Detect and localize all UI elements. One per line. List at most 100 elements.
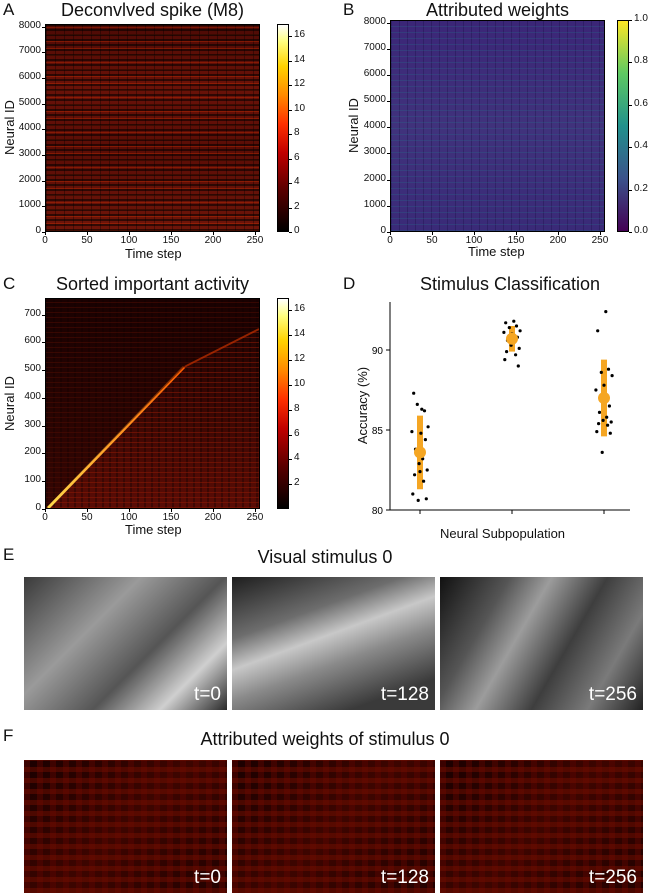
chart-a-ytick-label: 0 — [35, 225, 41, 236]
chart-d-plot: 808590Non-ImportantImportantFull — [372, 302, 630, 515]
chart-a-cbar-tick-label: 4 — [294, 176, 300, 188]
chart-c-xtick-label: 200 — [204, 512, 222, 523]
section-f-title: Attributed weights of stimulus 0 — [200, 729, 450, 749]
chart-b-ytick-label: 6000 — [363, 67, 386, 79]
chart-c-ytick-label: 300 — [24, 418, 41, 430]
chart-b-cbar-tick-label: 0.6 — [634, 97, 648, 109]
chart-c-ytick-label: 500 — [24, 363, 41, 375]
chart-b-xtick-mark — [557, 232, 559, 235]
chart-c-ytick-mark — [42, 425, 45, 427]
chart-c-cbar-tick-mark — [289, 484, 292, 486]
chart-b-cbar-tick-label: 1.0 — [634, 13, 648, 24]
chart-d-point — [411, 492, 415, 496]
chart-b-cbar-tick-mark — [629, 62, 632, 64]
chart-a-cbar-tick-mark — [289, 134, 292, 136]
chart-b-ytick-label: 2000 — [363, 172, 386, 184]
chart-b-xtick-label: 250 — [591, 235, 609, 246]
chart-c-xtick-label: 100 — [120, 512, 138, 523]
frame-label-t256: t=256 — [588, 684, 637, 705]
chart-a-cbar-tick-mark — [289, 158, 292, 160]
chart-c-title: Sorted important activity — [55, 274, 250, 294]
chart-c-xtick-label: 50 — [81, 512, 93, 523]
chart-a-xtick-mark — [86, 232, 88, 235]
chart-d-point — [516, 364, 520, 368]
chart-d-ytick-label: 80 — [372, 506, 384, 515]
chart-d-point — [609, 420, 613, 424]
chart-d-point — [599, 370, 603, 374]
chart-a-ytick-mark — [42, 77, 45, 79]
chart-c-cbar-tick-label: 2 — [294, 477, 300, 489]
chart-a-cbar-tick-label: 16 — [294, 29, 306, 41]
chart-d-point — [418, 470, 422, 474]
chart-d-xlabel: Neural Subpopulation — [440, 526, 566, 541]
chart-a-cbar-tick-label: 12 — [294, 78, 306, 90]
chart-d-point — [419, 431, 423, 435]
chart-d-point — [610, 374, 614, 378]
chart-a-ytick-label: 3000 — [18, 147, 41, 159]
chart-a-ytick-mark — [42, 129, 45, 131]
chart-a-ytick-mark — [42, 52, 45, 54]
chart-d-point — [517, 346, 521, 350]
chart-a-cbar-tick-mark — [289, 60, 292, 62]
chart-c-ytick-mark — [42, 481, 45, 483]
chart-b-xtick-label: 0 — [387, 235, 393, 246]
chart-a-xtick-label: 150 — [162, 235, 180, 246]
chart-a-xtick-label: 100 — [120, 235, 138, 246]
chart-b-xtick-mark — [390, 232, 391, 235]
chart-b-colorbar — [617, 20, 629, 232]
chart-d-point — [594, 388, 598, 392]
panel-letter-f: F — [3, 726, 14, 745]
chart-a-ytick-label: 5000 — [18, 96, 41, 108]
chart-d-point — [602, 383, 606, 387]
chart-d-point — [424, 497, 428, 501]
chart-c-xlabel: Time step — [125, 522, 182, 537]
chart-d-point — [606, 367, 611, 371]
chart-b-cbar-tick-mark — [629, 20, 632, 21]
chart-b-ytick-label: 1000 — [363, 198, 386, 210]
chart-a-ylabel: Neural ID — [1, 100, 17, 155]
chart-d-point — [410, 430, 414, 434]
chart-c-xtick-label: 150 — [162, 512, 180, 523]
chart-d-title: Stimulus Classification — [419, 274, 601, 294]
chart-c-ytick-mark — [42, 370, 45, 372]
panel-letter-d: D — [343, 274, 356, 293]
chart-c-xtick-mark — [212, 509, 214, 512]
chart-c-cbar-tick-label: 6 — [294, 427, 300, 439]
stimulus-frame-0: t=0 — [24, 577, 227, 710]
panel-letter-c: C — [3, 274, 16, 293]
chart-a-cbar-tick-mark — [289, 36, 292, 38]
chart-c-heatmap — [45, 298, 260, 509]
chart-d-point — [512, 319, 516, 323]
chart-b-ytick-mark — [387, 179, 390, 181]
chart-d-point — [514, 353, 518, 357]
chart-c-cbar-tick-label: 16 — [294, 303, 306, 315]
chart-c-cbar-tick-label: 12 — [294, 353, 306, 365]
chart-c-ytick-mark — [42, 397, 45, 399]
chart-b-xtick-mark — [599, 232, 601, 235]
chart-c-cbar-tick-mark — [289, 360, 292, 362]
chart-b-ytick-label: 0 — [380, 225, 386, 236]
chart-c-ytick-label: 400 — [24, 390, 41, 402]
chart-b-cbar-tick-label: 0.4 — [634, 140, 648, 152]
chart-c-cbar-tick-label: 14 — [294, 328, 306, 340]
chart-d-mean-marker — [598, 392, 610, 404]
attribution-frame-256: t=256 — [440, 760, 643, 893]
chart-b-ytick-label: 4000 — [363, 120, 386, 132]
attribution-frame-128: t=128 — [232, 760, 435, 893]
chart-d-ytick-label: 85 — [372, 426, 384, 437]
chart-a-ytick-mark — [42, 154, 45, 156]
chart-a-xtick-label: 0 — [42, 235, 48, 246]
chart-c-cbar-tick-label: 10 — [294, 377, 306, 389]
chart-b-xlabel: Time step — [468, 244, 525, 259]
chart-c-cbar-tick-label: 8 — [294, 402, 300, 414]
chart-d-point — [597, 422, 601, 426]
chart-a-ytick-mark — [42, 206, 45, 208]
panel-letter-a: A — [3, 0, 15, 19]
chart-d-point — [605, 415, 609, 419]
chart-d-point — [505, 350, 509, 354]
chart-a-cbar-tick-label: 2 — [294, 200, 300, 212]
chart-a-ytick-label: 7000 — [18, 45, 41, 57]
chart-b-cbar-tick-label: 0.8 — [634, 55, 648, 67]
chart-b-ytick-label: 8000 — [363, 15, 386, 27]
chart-b-xtick-mark — [473, 232, 475, 235]
